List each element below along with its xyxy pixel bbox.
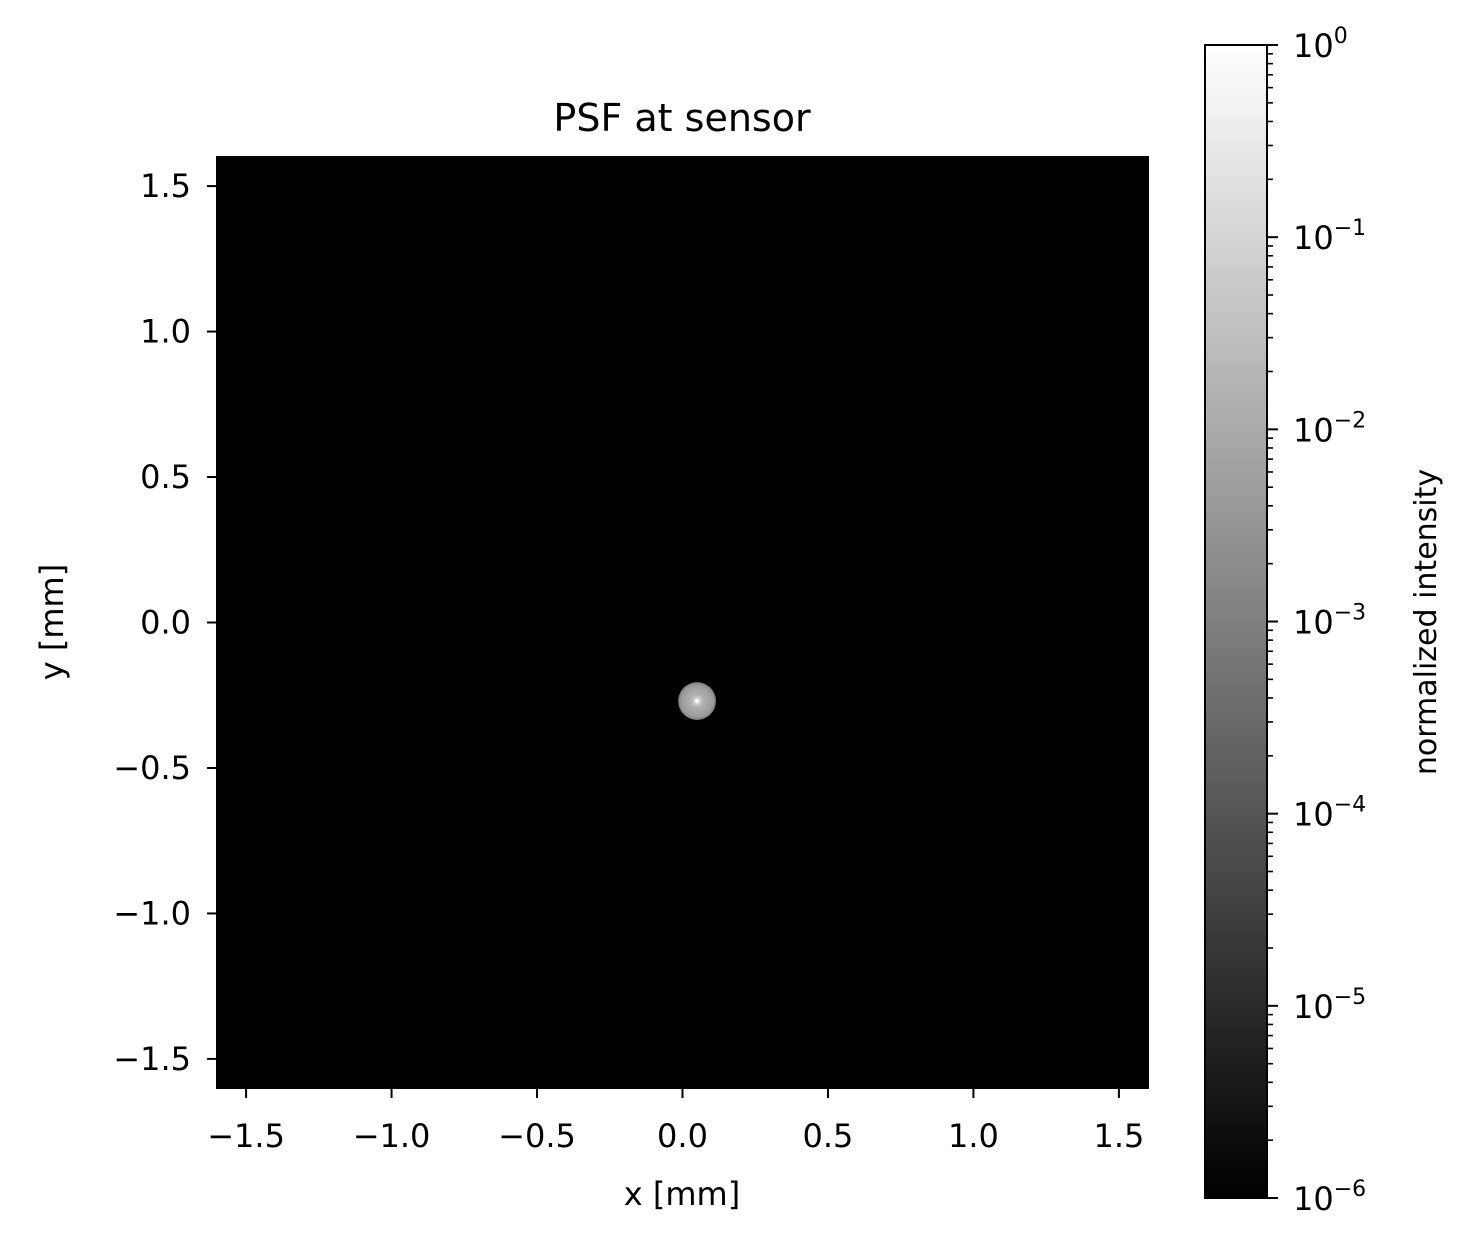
- x-tick-label: 0.0: [657, 1117, 708, 1155]
- y-tick-label: 1.5: [140, 167, 191, 205]
- y-tick-label: −0.5: [113, 749, 191, 787]
- x-tick-label: 0.5: [803, 1117, 854, 1155]
- colorbar-minor-ticks: [1267, 52, 1273, 1141]
- y-tick-label: 1.0: [140, 313, 191, 351]
- colorbar-tick-label: 100: [1293, 24, 1348, 65]
- y-tick-label: 0.5: [140, 458, 191, 496]
- colorbar-tick-label: 10−2: [1293, 408, 1366, 449]
- x-tick-label: 1.5: [1093, 1117, 1144, 1155]
- x-tick-label: −0.5: [498, 1117, 576, 1155]
- chart-title: PSF at sensor: [553, 96, 811, 140]
- psf-peak: [695, 699, 700, 704]
- y-tick-label: −1.0: [113, 894, 191, 932]
- colorbar-tick-label: 10−6: [1293, 1177, 1366, 1218]
- colorbar-tick-label: 10−5: [1293, 985, 1366, 1026]
- y-axis-ticks: −1.5 −1.0 −0.5 0.0 0.5 1.0 1.5: [113, 167, 217, 1078]
- colorbar-tick-label: 10−4: [1293, 793, 1366, 834]
- x-tick-label: −1.5: [207, 1117, 285, 1155]
- colorbar: [1204, 44, 1268, 1199]
- y-tick-label: −1.5: [113, 1040, 191, 1078]
- y-tick-label: 0.0: [140, 604, 191, 642]
- colorbar-tick-label: 10−3: [1293, 601, 1366, 642]
- x-axis-ticks: −1.5 −1.0 −0.5 0.0 0.5 1.0 1.5: [207, 1088, 1144, 1155]
- colorbar-tick-label: 10−1: [1293, 216, 1366, 257]
- x-tick-label: −1.0: [353, 1117, 431, 1155]
- x-axis-label: x [mm]: [624, 1175, 740, 1213]
- colorbar-label: normalized intensity: [1409, 469, 1444, 775]
- y-axis-label: y [mm]: [33, 564, 71, 680]
- x-tick-label: 1.0: [948, 1117, 999, 1155]
- colorbar-ticks: 100 10−1 10−2 10−3 10−4 10−5 10−6: [1267, 24, 1366, 1218]
- heatmap-image: [217, 157, 1148, 1088]
